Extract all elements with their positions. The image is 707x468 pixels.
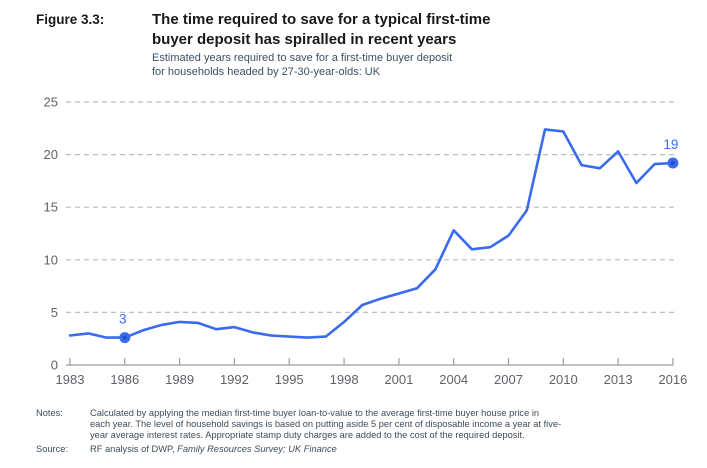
y-axis-tick-label: 10 <box>44 252 58 267</box>
x-axis-tick-label: 2013 <box>604 372 633 387</box>
x-axis-tick-label: 2010 <box>549 372 578 387</box>
source-prefix: RF analysis of DWP, <box>90 444 178 454</box>
source-text: RF analysis of DWP, Family Resources Sur… <box>90 444 680 455</box>
chart-title-line2: buyer deposit has spiralled in recent ye… <box>152 31 457 48</box>
y-axis-tick-label: 5 <box>51 305 58 320</box>
chart-subtitle-line1: Estimated years required to save for a f… <box>152 52 453 64</box>
x-axis-tick-label: 2007 <box>494 372 523 387</box>
figure-number-label: Figure 3.3: <box>36 12 105 27</box>
line-chart: 0 5 10 15 20 25 1983 1986 1989 1992 1995 1998 2001 20… <box>0 85 707 415</box>
trend-line <box>68 128 675 339</box>
y-axis-tick-label: 25 <box>44 95 58 110</box>
chart-canvas: 0 5 10 15 20 25 1983 1986 1989 1992 1995 1998 2001 20… <box>44 95 688 388</box>
notes-line: each year. The level of household saving… <box>90 419 562 430</box>
y-axis-tick-label: 0 <box>51 358 58 373</box>
notes-label: Notes: <box>36 408 63 418</box>
data-point-marker-core <box>670 160 676 166</box>
source-label: Source: <box>36 444 69 454</box>
chart-title-line1: The time required to save for a typical … <box>152 11 491 28</box>
x-axis-tick-label: 1998 <box>330 372 359 387</box>
x-axis-tick-label: 1983 <box>56 372 85 387</box>
notes-line: year average interest rates. Appropriate… <box>90 430 525 441</box>
notes-line: Calculated by applying the median first-… <box>90 408 540 418</box>
data-point-label: 3 <box>119 312 127 327</box>
x-axis-tick-label: 2004 <box>439 372 468 387</box>
y-axis-tick-label: 20 <box>44 147 58 162</box>
x-axis-tick-label: 2016 <box>658 372 687 387</box>
x-axis-tick-label: 1992 <box>220 372 249 387</box>
notes-text: Calculated by applying the median first-… <box>90 408 680 442</box>
source-publication: Family Resources Survey; UK Finance <box>177 444 337 454</box>
x-axis-tick-label: 2001 <box>384 372 413 387</box>
y-axis-tick-label: 15 <box>44 200 58 215</box>
x-axis-tick-label: 1995 <box>275 372 304 387</box>
chart-subtitle-line2: for households headed by 27-30-year-olds… <box>152 65 381 78</box>
data-point-label: 19 <box>663 137 678 152</box>
x-axis-tick-label: 1989 <box>165 372 194 387</box>
data-point-marker-core <box>122 335 128 340</box>
chart-subtitle: Estimated years required to save for a f… <box>152 52 452 79</box>
chart-title: The time required to save for a typical … <box>152 10 490 50</box>
x-axis-tick-label: 1986 <box>110 372 139 387</box>
